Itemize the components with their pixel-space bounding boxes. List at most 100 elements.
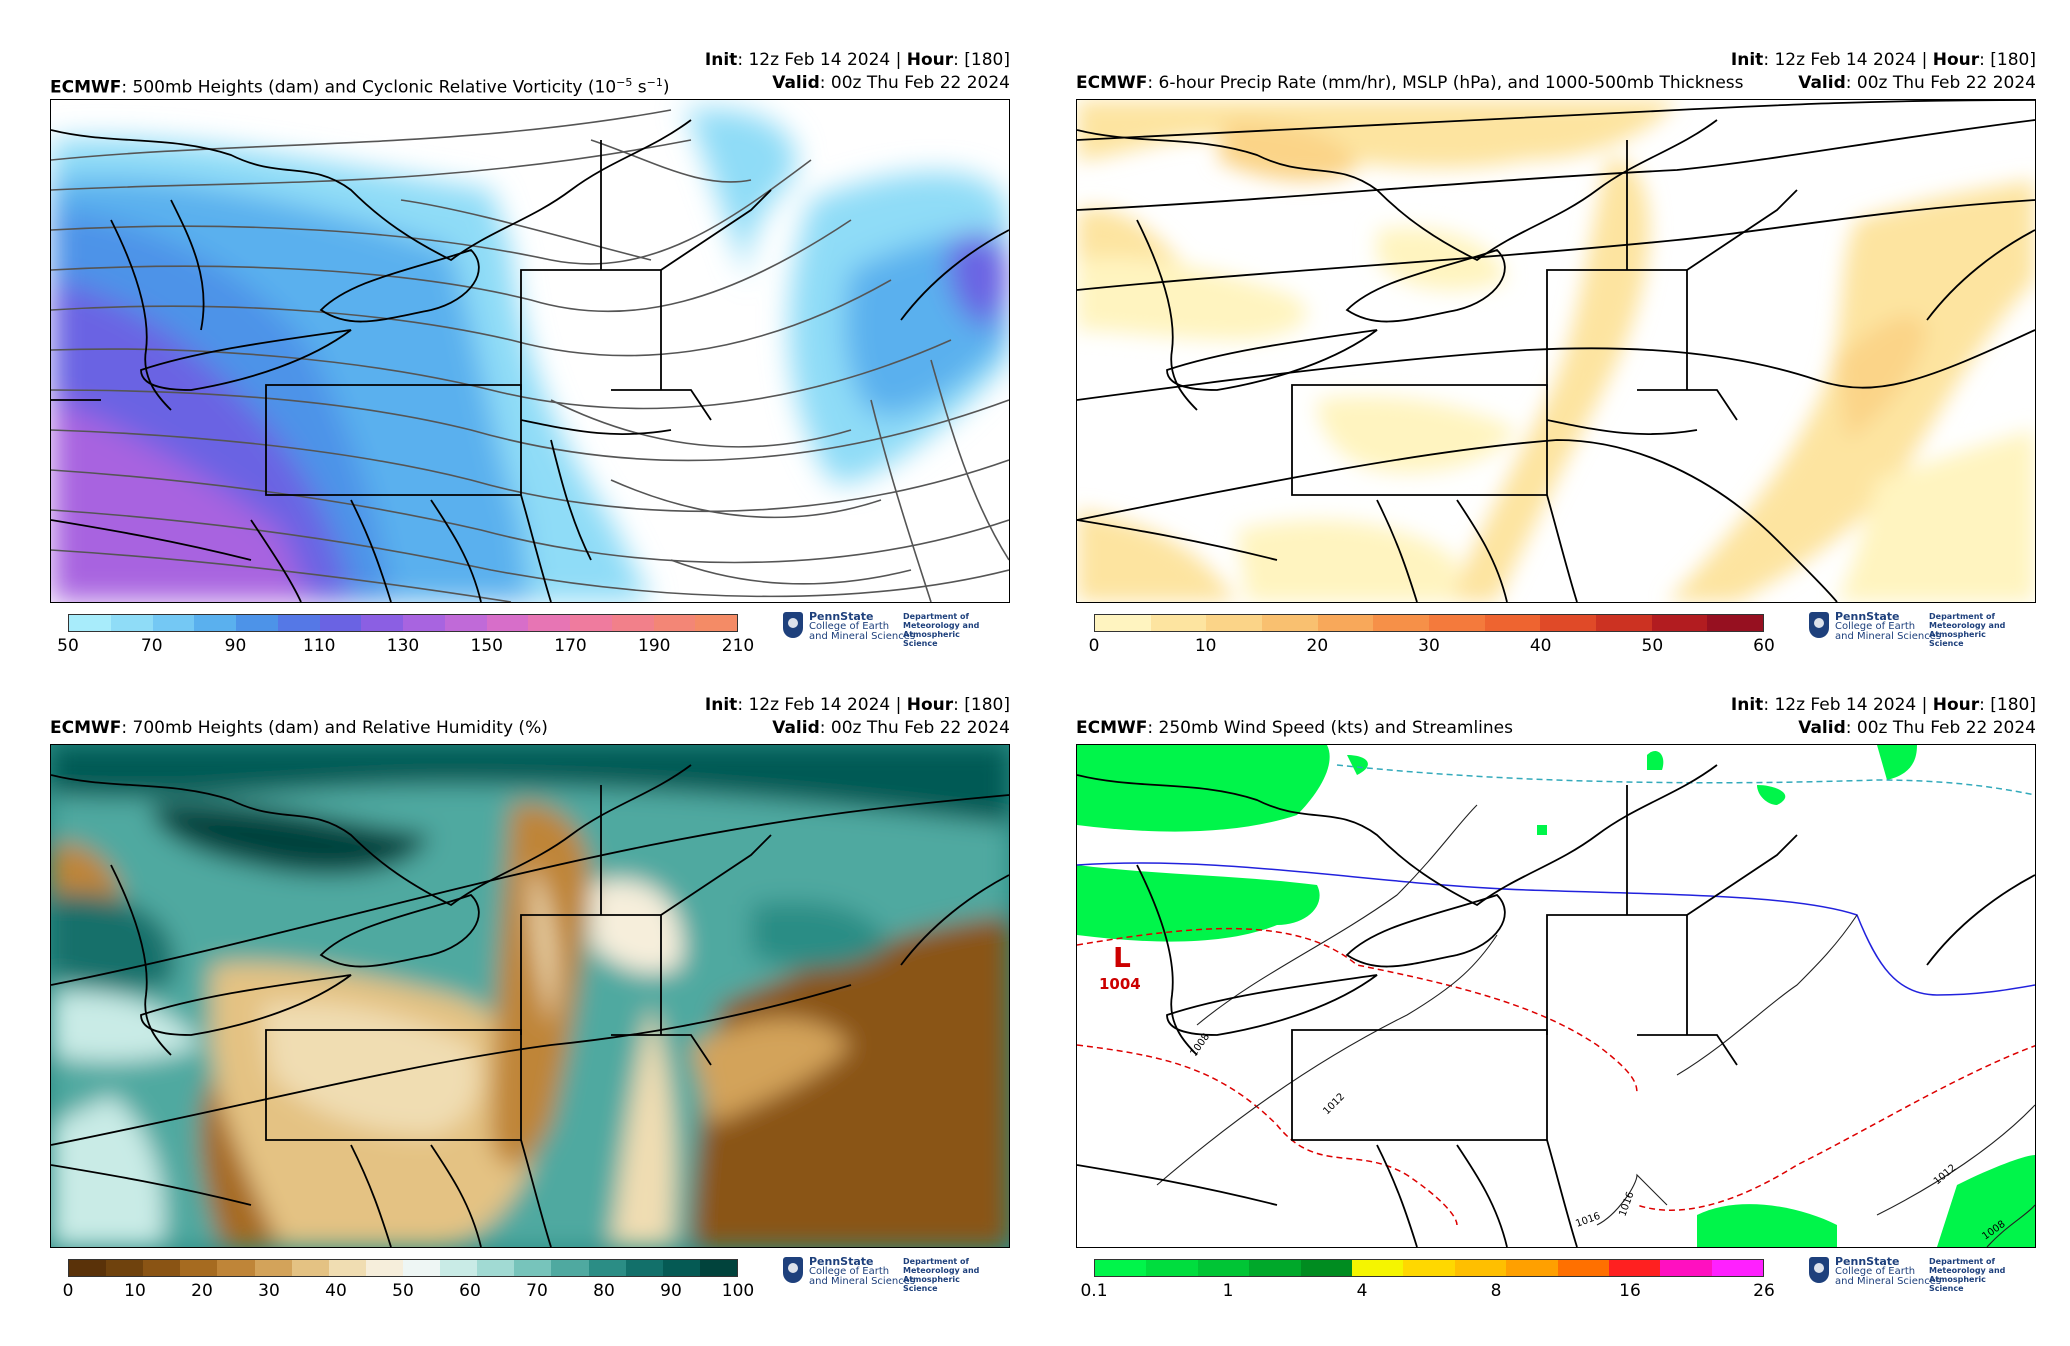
colorbar-swatch	[1146, 1260, 1198, 1276]
colorbar-swatch	[588, 1260, 626, 1276]
colorbar-tick-label: 50	[1641, 636, 1664, 656]
colorbar-swatch	[152, 615, 195, 631]
colorbar-tick-label: 30	[1418, 636, 1440, 656]
colorbar-tick-label: 90	[660, 1281, 682, 1301]
low-pressure-symbol: L	[1113, 941, 1131, 974]
colorbar-swatch	[1317, 615, 1374, 631]
colorbar-swatch	[1206, 615, 1263, 631]
panel-title: ECMWF: 700mb Heights (dam) and Relative …	[50, 718, 548, 738]
colorbar-swatch	[444, 615, 487, 631]
colorbar-tick-label: 90	[224, 636, 247, 656]
colorbar-tick-label: 170	[554, 636, 587, 656]
colorbar-swatch	[403, 615, 445, 631]
colorbar-tick-label: 20	[1306, 636, 1329, 656]
colorbar-swatch	[291, 1260, 329, 1276]
map-250mb: 1008 1012 1016 1016 1012 1008 L 1004	[1076, 744, 2036, 1248]
colorbar-tick-label: 26	[1753, 1281, 1775, 1301]
panel-title: ECMWF: 250mb Wind Speed (kts) and Stream…	[1076, 718, 1513, 738]
colorbar-swatch	[1150, 615, 1207, 631]
valid-time-line: Valid: 00z Thu Feb 22 2024	[772, 718, 1010, 738]
pennstate-shield-icon	[1809, 1257, 1829, 1283]
colorbar-swatch	[236, 615, 278, 631]
thickness-and-isobars	[1077, 764, 2035, 1247]
pennstate-logo: PennState College of Earth and Mineral Sci…	[1809, 611, 2019, 648]
colorbar-tick-label: 60	[459, 1281, 481, 1301]
valid-time-line: Valid: 00z Thu Feb 22 2024	[1798, 718, 2036, 738]
colorbar-swatch	[1596, 615, 1652, 631]
colorbar-swatch	[1540, 615, 1597, 631]
colorbar-swatch	[365, 1260, 403, 1276]
colorbar-tick-label: 110	[303, 636, 336, 656]
colorbar-swatch	[254, 1260, 292, 1276]
streamlines	[51, 109, 1009, 602]
colorbar-swatch	[69, 615, 111, 631]
colorbar-precip	[1094, 614, 1764, 632]
colorbar-swatch	[653, 615, 696, 631]
political-boundaries	[1077, 119, 2035, 602]
colorbar-swatch	[1403, 1260, 1455, 1276]
colorbar-tick-label: 60	[1753, 636, 1775, 656]
init-hour-line: Init: 12z Feb 14 2024 | Hour: [180]	[704, 50, 1010, 70]
colorbar-wind	[1094, 1259, 1764, 1277]
colorbar-swatch	[1454, 1260, 1507, 1276]
colorbar-tick-label: 80	[593, 1281, 615, 1301]
colorbar-tick-label: 150	[470, 636, 503, 656]
colorbar-swatch	[528, 615, 570, 631]
colorbar-tick-label: 10	[1194, 636, 1217, 656]
colorbar-swatch	[106, 1260, 144, 1276]
map-700mb-rh	[50, 744, 1010, 1248]
colorbar-swatch	[1506, 1260, 1558, 1276]
map-500mb	[50, 99, 1010, 603]
colorbar-swatch	[1429, 615, 1485, 631]
colorbar-swatch	[611, 615, 654, 631]
valid-time-line: Valid: 00z Thu Feb 22 2024	[1798, 73, 2036, 93]
colorbar-swatch	[1351, 1260, 1404, 1276]
colorbar-swatch	[662, 1260, 700, 1276]
colorbar-tick-label: 100	[721, 1281, 755, 1301]
panel-700mb-rh: Init: 12z Feb 14 2024 | Hour: [180] ECMW…	[50, 695, 1010, 1335]
colorbar-tick-label: 8	[1490, 1281, 1502, 1301]
political-boundaries	[1077, 764, 2035, 1247]
colorbar-swatch	[440, 1260, 478, 1276]
colorbar-swatch	[319, 615, 362, 631]
colorbar-tick-label: 50	[392, 1281, 414, 1301]
colorbar-tick-label: 0.1	[1080, 1281, 1108, 1301]
pennstate-shield-icon	[1809, 612, 1829, 638]
colorbar-swatch	[1197, 1260, 1250, 1276]
colorbar-swatch	[1557, 1260, 1609, 1276]
colorbar-swatch	[1651, 615, 1708, 631]
colorbar-tick-label: 16	[1619, 1281, 1641, 1301]
colorbar-swatch	[69, 1260, 107, 1276]
colorbar-tick-label: 70	[526, 1281, 548, 1301]
colorbar-ticks-precip: 0 10 20 30 40 50 60	[1089, 636, 1775, 656]
colorbar-swatch	[625, 1260, 663, 1276]
panel-title: ECMWF: 6-hour Precip Rate (mm/hr), MSLP …	[1076, 73, 1744, 93]
panel-title: ECMWF: 500mb Heights (dam) and Cyclonic …	[50, 76, 670, 98]
colorbar-swatch	[328, 1260, 366, 1276]
colorbar-tick-label: 20	[191, 1281, 213, 1301]
colorbar-swatch	[1711, 1260, 1764, 1276]
colorbar-tick-label: 0	[62, 1281, 74, 1301]
init-hour-line: Init: 12z Feb 14 2024 | Hour: [180]	[1730, 50, 2036, 70]
colorbar-vorticity	[68, 614, 738, 632]
colorbar-swatch	[361, 615, 403, 631]
pennstate-logo: PennState College of Earth and Mineral Sci…	[783, 611, 993, 648]
colorbar-tick-label: 10	[124, 1281, 146, 1301]
low-pressure-value: 1004	[1099, 975, 1141, 993]
colorbar-swatch	[477, 1260, 515, 1276]
colorbar-tick-label: 40	[325, 1281, 347, 1301]
colorbar-tick-label: 50	[57, 636, 79, 656]
political-boundaries	[51, 764, 1009, 1247]
panel-precip-mslp: Init: 12z Feb 14 2024 | Hour: [180] ECMW…	[1076, 50, 2036, 690]
colorbar-tick-label: 210	[721, 636, 755, 656]
colorbar-swatch	[514, 1260, 552, 1276]
colorbar-tick-label: 130	[386, 636, 420, 656]
colorbar-swatch	[486, 615, 529, 631]
colorbar-swatch	[180, 1260, 218, 1276]
isobar-label: 1012	[1321, 1091, 1347, 1117]
colorbar-tick-label: 70	[140, 636, 163, 656]
colorbar-swatch	[194, 615, 236, 631]
isobar-label: 1016	[1574, 1211, 1602, 1230]
colorbar-tick-label: 40	[1529, 636, 1552, 656]
colorbar-swatch	[1608, 1260, 1661, 1276]
